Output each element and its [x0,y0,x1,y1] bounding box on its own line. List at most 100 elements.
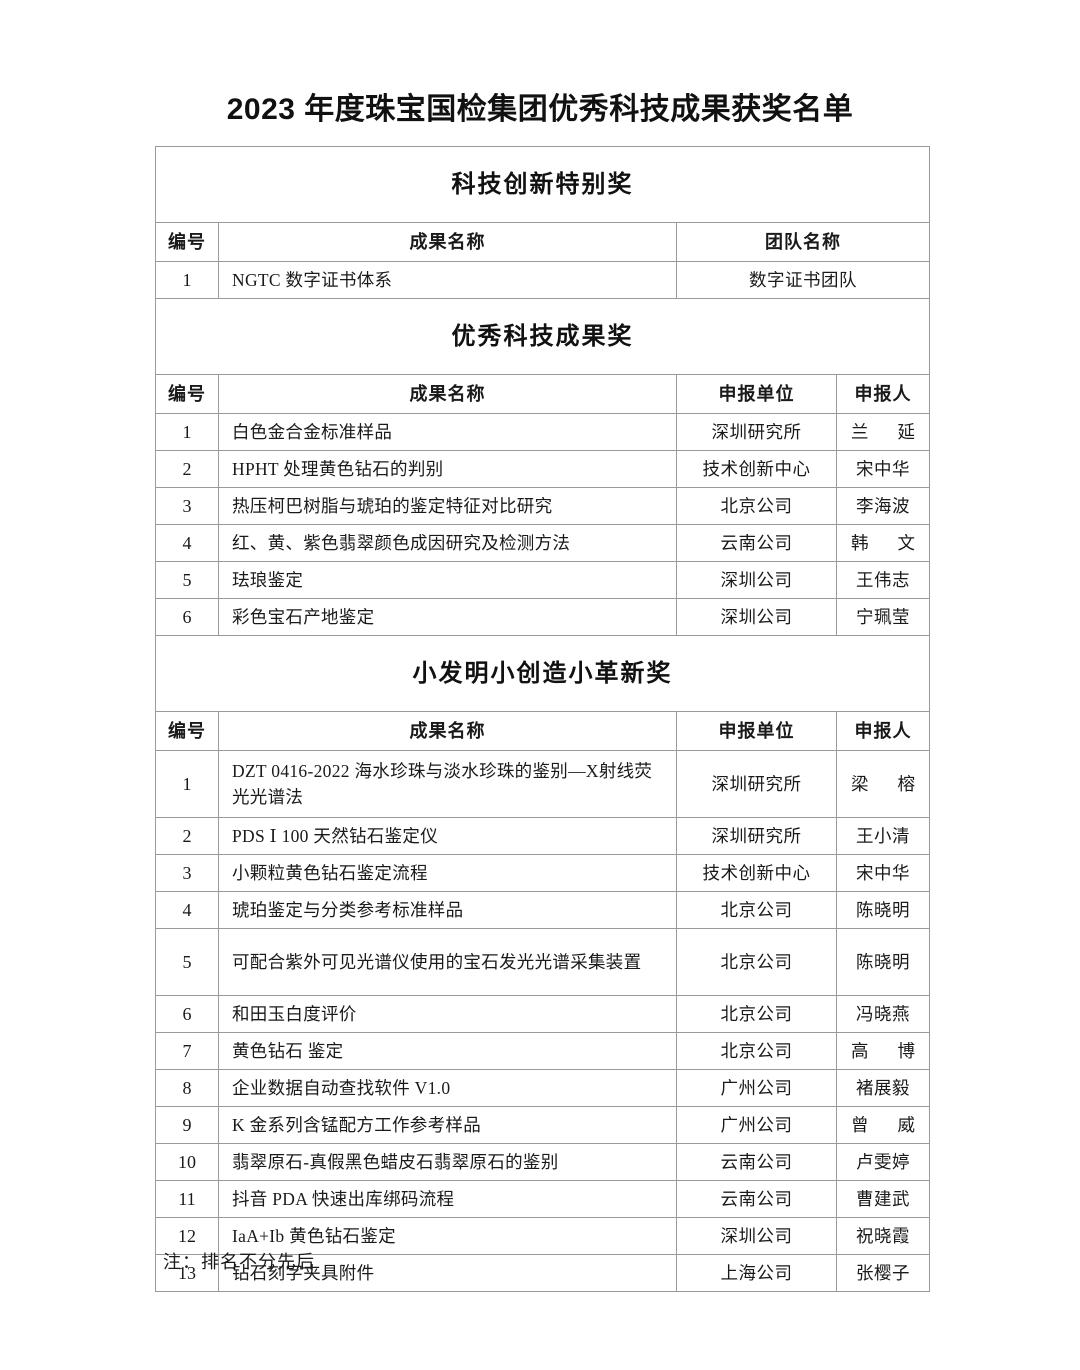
row-number: 1 [155,413,219,451]
table-row: 4 红、黄、紫色翡翠颜色成因研究及检测方法 云南公司 韩 文 [155,524,930,562]
table-row: 13 钻石刻字夹具附件 上海公司 张樱子 [155,1254,930,1292]
column-header-row: 编号 成果名称 申报单位 申报人 [155,711,930,751]
section-banner-row: 优秀科技成果奖 [155,298,930,375]
applicant-unit: 技术创新中心 [676,450,837,488]
applicant-person: 祝晓霞 [836,1217,930,1255]
achievement-name: 红、黄、紫色翡翠颜色成因研究及检测方法 [218,524,677,562]
achievement-name: 小颗粒黄色钻石鉴定流程 [218,854,677,892]
table-row: 1 DZT 0416-2022 海水珍珠与淡水珍珠的鉴别—X射线荧光光谱法 深圳… [155,750,930,818]
applicant-unit: 北京公司 [676,995,837,1033]
achievement-name: 可配合紫外可见光谱仪使用的宝石发光光谱采集装置 [218,928,677,996]
page-title: 2023 年度珠宝国检集团优秀科技成果获奖名单 [226,93,854,126]
applicant-unit: 广州公司 [676,1106,837,1144]
applicant-unit: 北京公司 [676,1032,837,1070]
column-header-team: 团队名称 [676,222,930,262]
achievement-name: 翡翠原石-真假黑色蜡皮石翡翠原石的鉴别 [218,1143,677,1181]
achievement-name: 热压柯巴树脂与琥珀的鉴定特征对比研究 [218,487,677,525]
applicant-unit: 深圳研究所 [676,750,837,818]
applicant-person: 褚展毅 [836,1069,930,1107]
row-number: 1 [155,750,219,818]
row-number: 6 [155,995,219,1033]
applicant-person: 张樱子 [836,1254,930,1292]
achievement-name: K 金系列含锰配方工作参考样品 [218,1106,677,1144]
section-banner-label: 优秀科技成果奖 [155,298,930,375]
row-number: 7 [155,1032,219,1070]
table-row: 12 IaA+Ib 黄色钻石鉴定 深圳公司 祝晓霞 [155,1217,930,1255]
table-row: 8 企业数据自动查找软件 V1.0 广州公司 褚展毅 [155,1069,930,1107]
table-row: 2 PDS Ⅰ 100 天然钻石鉴定仪 深圳研究所 王小清 [155,817,930,855]
applicant-unit: 北京公司 [676,928,837,996]
applicant-unit: 上海公司 [676,1254,837,1292]
row-number: 9 [155,1106,219,1144]
table-row: 7 黄色钻石 鉴定 北京公司 高 博 [155,1032,930,1070]
achievement-name: 彩色宝石产地鉴定 [218,598,677,636]
achievement-name: 珐琅鉴定 [218,561,677,599]
applicant-person: 王小清 [836,817,930,855]
applicant-unit: 北京公司 [676,487,837,525]
row-number: 12 [155,1217,219,1255]
table-row: 6 和田玉白度评价 北京公司 冯晓燕 [155,995,930,1033]
applicant-person: 宋中华 [836,854,930,892]
achievement-name: 白色金合金标准样品 [218,413,677,451]
applicant-person: 曾 威 [836,1106,930,1144]
applicant-person: 宋中华 [836,450,930,488]
row-number: 4 [155,891,219,929]
row-number: 6 [155,598,219,636]
applicant-person: 王伟志 [836,561,930,599]
applicant-person: 陈晓明 [836,891,930,929]
table-row: 1 NGTC 数字证书体系 数字证书团队 [155,261,930,299]
achievement-name: 企业数据自动查找软件 V1.0 [218,1069,677,1107]
applicant-person: 高 博 [836,1032,930,1070]
applicant-unit: 云南公司 [676,524,837,562]
column-header-unit: 申报单位 [676,374,837,414]
table-row: 9 K 金系列含锰配方工作参考样品 广州公司 曾 威 [155,1106,930,1144]
section-banner-row: 科技创新特别奖 [155,146,930,223]
row-number: 5 [155,561,219,599]
row-number: 2 [155,450,219,488]
row-number: 4 [155,524,219,562]
table-row: 2 HPHT 处理黄色钻石的判别 技术创新中心 宋中华 [155,450,930,488]
column-header-no: 编号 [155,222,219,262]
applicant-unit: 深圳研究所 [676,413,837,451]
row-number: 11 [155,1180,219,1218]
applicant-person: 宁珮莹 [836,598,930,636]
table-row: 3 小颗粒黄色钻石鉴定流程 技术创新中心 宋中华 [155,854,930,892]
achievement-name: HPHT 处理黄色钻石的判别 [218,450,677,488]
row-number: 1 [155,261,219,299]
applicant-unit: 技术创新中心 [676,854,837,892]
team-name: 数字证书团队 [676,261,930,299]
section-banner-row: 小发明小创造小革新奖 [155,635,930,712]
table-row: 11 抖音 PDA 快速出库绑码流程 云南公司 曹建武 [155,1180,930,1218]
achievement-name: 琥珀鉴定与分类参考标准样品 [218,891,677,929]
column-header-row: 编号 成果名称 团队名称 [155,222,930,262]
achievement-name: NGTC 数字证书体系 [218,261,677,299]
achievement-name: 和田玉白度评价 [218,995,677,1033]
section-banner-label: 科技创新特别奖 [155,146,930,223]
row-number: 13 [155,1254,219,1292]
column-header-row: 编号 成果名称 申报单位 申报人 [155,374,930,414]
applicant-person: 李海波 [836,487,930,525]
column-header-name: 成果名称 [218,374,677,414]
achievement-name: 钻石刻字夹具附件 [218,1254,677,1292]
row-number: 3 [155,854,219,892]
table-row: 6 彩色宝石产地鉴定 深圳公司 宁珮莹 [155,598,930,636]
table-row: 5 可配合紫外可见光谱仪使用的宝石发光光谱采集装置 北京公司 陈晓明 [155,928,930,996]
table-row: 1 白色金合金标准样品 深圳研究所 兰 延 [155,413,930,451]
applicant-person: 兰 延 [836,413,930,451]
applicant-unit: 深圳研究所 [676,817,837,855]
footnote: 注：排名不分先后 [163,1252,315,1272]
applicant-unit: 深圳公司 [676,598,837,636]
applicant-unit: 深圳公司 [676,561,837,599]
row-number: 2 [155,817,219,855]
column-header-name: 成果名称 [218,711,677,751]
achievement-name: 黄色钻石 鉴定 [218,1032,677,1070]
table-row: 5 珐琅鉴定 深圳公司 王伟志 [155,561,930,599]
applicant-unit: 深圳公司 [676,1217,837,1255]
row-number: 10 [155,1143,219,1181]
applicant-person: 曹建武 [836,1180,930,1218]
row-number: 5 [155,928,219,996]
applicant-person: 梁 榕 [836,750,930,818]
applicant-person: 卢雯婷 [836,1143,930,1181]
achievement-name: 抖音 PDA 快速出库绑码流程 [218,1180,677,1218]
